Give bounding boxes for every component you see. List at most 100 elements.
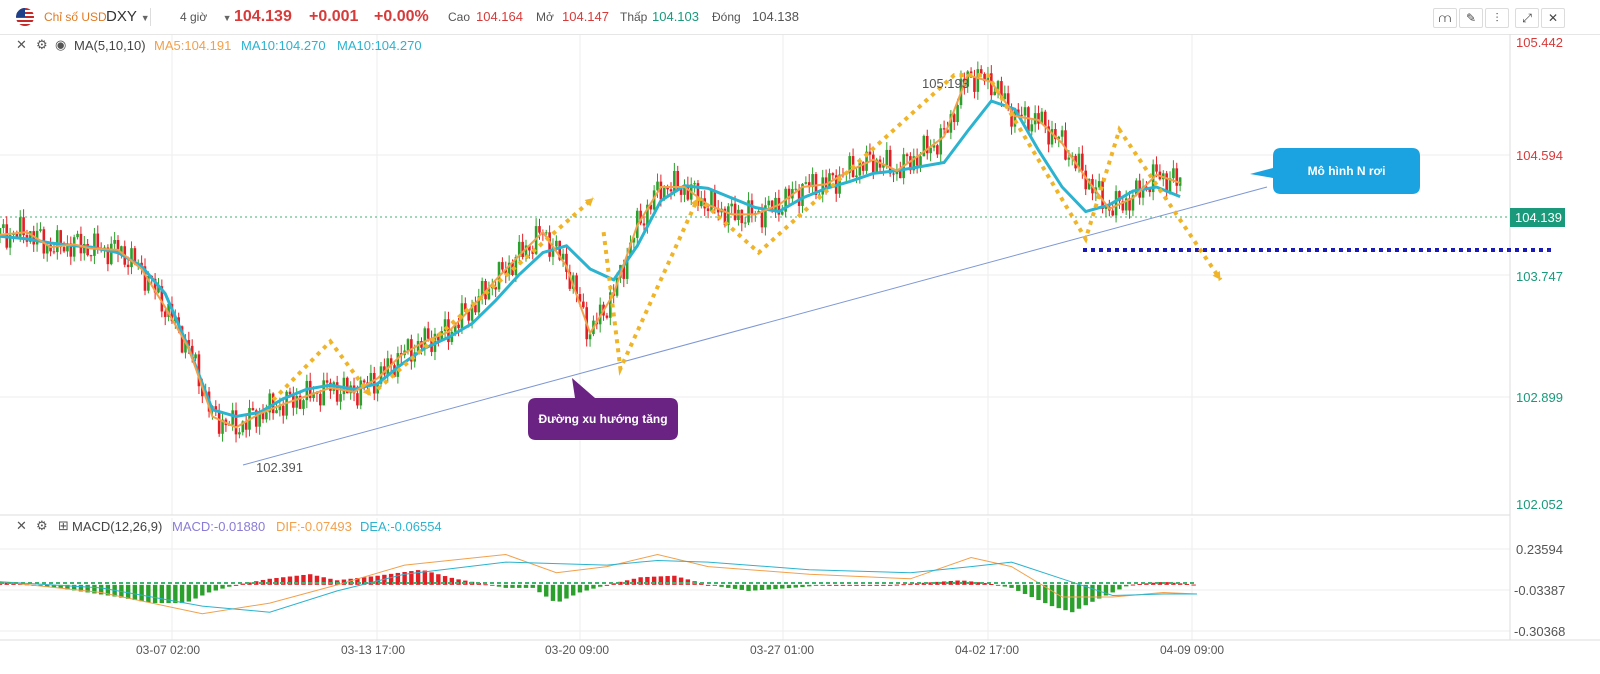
macd-bar — [1097, 584, 1102, 599]
candle-body — [723, 208, 727, 226]
candle-body — [538, 226, 541, 233]
macd-bar — [732, 584, 738, 589]
close-label: Đóng — [712, 10, 741, 24]
macd-bar — [247, 582, 252, 585]
chart-line-icon[interactable]: ⩋ — [1433, 8, 1457, 28]
candle-body — [780, 211, 784, 215]
macd-bar — [712, 584, 718, 586]
candle-body — [929, 147, 932, 154]
candle-body — [369, 372, 373, 384]
macd-bar — [746, 584, 751, 591]
low-label: Thấp — [620, 10, 648, 24]
macd-bar — [213, 584, 218, 591]
macd-bar — [11, 583, 16, 585]
candle-body — [804, 182, 808, 184]
candle-body — [76, 233, 79, 238]
candle-body — [700, 198, 703, 207]
macd-bar — [786, 584, 792, 589]
pattern-callout: Mô hình N rơi — [1307, 164, 1386, 178]
macd-bar — [436, 574, 441, 585]
candle-body — [69, 243, 73, 257]
macd-bar — [908, 583, 913, 585]
macd-bar — [1137, 583, 1142, 585]
macd-bar — [503, 584, 508, 588]
macd-bar — [631, 578, 637, 585]
candle-body — [1165, 173, 1168, 193]
macd-bar — [921, 582, 927, 585]
candle-body — [180, 326, 184, 353]
symbol-selector[interactable]: DXY ▼ — [106, 0, 150, 34]
candle-body — [281, 405, 285, 416]
candle-body — [302, 400, 305, 409]
candle-body — [868, 151, 872, 155]
close-icon[interactable]: ✕ — [16, 38, 27, 53]
macd-bar — [314, 575, 320, 585]
arrowhead — [584, 197, 594, 207]
pattern-arrow — [601, 197, 700, 376]
close-icon[interactable]: ✕ — [16, 519, 27, 534]
gear-icon[interactable]: ⚙ — [36, 519, 48, 534]
macd-bar — [564, 584, 569, 599]
candle-body — [477, 296, 481, 313]
candle-body — [706, 208, 710, 212]
close-icon[interactable]: ✕ — [1541, 8, 1565, 28]
candle-body — [629, 242, 632, 256]
macd-bar — [429, 572, 434, 585]
dif-value: DIF:-0.07493 — [276, 519, 352, 534]
macd-bar — [672, 575, 677, 585]
candle-body — [1111, 210, 1115, 216]
candle-body — [656, 181, 659, 191]
low-value: 104.103 — [652, 9, 699, 24]
trend-callout-box — [528, 378, 678, 440]
candle-body — [268, 393, 272, 413]
macd-bar — [867, 584, 873, 586]
macd-bar — [254, 581, 259, 585]
macd-bar — [968, 581, 974, 585]
candle-body — [59, 230, 62, 248]
macd-bar — [523, 584, 529, 588]
price-tick: 105.442 — [1516, 35, 1563, 50]
gear-icon[interactable]: ⚙ — [36, 38, 48, 53]
swing-high-label: 105.193 — [922, 76, 969, 91]
candles-icon[interactable]: ⫶ — [1485, 8, 1509, 28]
candle-body — [325, 380, 329, 383]
candle-body — [733, 203, 737, 220]
uptrend-line — [242, 186, 1268, 466]
candle-body — [130, 248, 133, 268]
candle-body — [437, 333, 440, 341]
macd-bar — [753, 584, 758, 591]
candle-body — [609, 292, 612, 318]
candle-body — [39, 229, 42, 231]
candle-body — [551, 246, 555, 257]
macd-bar — [65, 584, 70, 590]
candle-body — [588, 334, 592, 340]
timeframe-selector[interactable]: 4 giờ ▼ — [180, 0, 231, 34]
macd-bar — [4, 582, 9, 585]
candle-body — [743, 222, 747, 224]
macd-bar — [220, 584, 225, 589]
candle-body — [966, 71, 970, 87]
candle-body — [922, 135, 926, 157]
candle-body — [79, 233, 83, 254]
macd-bar — [1022, 584, 1028, 594]
symbol-name: Chỉ số USD — [44, 10, 107, 24]
candle-body — [1118, 191, 1121, 202]
macd-bar — [766, 584, 771, 590]
eye-icon[interactable]: ◉ — [55, 38, 67, 53]
candle-body — [238, 432, 241, 435]
candle-body — [1168, 178, 1172, 193]
expand-icon[interactable]: ⤢ — [1515, 8, 1539, 28]
macd-bar — [1070, 584, 1075, 613]
time-tick: 04-02 17:00 — [955, 643, 1020, 657]
plus-box-icon[interactable]: ⊞ — [58, 519, 69, 534]
macd-bar — [1063, 584, 1068, 611]
candle-body — [1003, 93, 1007, 100]
close-value: 104.138 — [752, 9, 799, 24]
candle-body — [453, 324, 457, 332]
candle-body — [1037, 113, 1040, 124]
macd-bar — [166, 584, 171, 604]
pencil-icon[interactable]: ✎ — [1459, 8, 1483, 28]
macd-bar — [267, 578, 272, 585]
candle-body — [507, 262, 511, 276]
